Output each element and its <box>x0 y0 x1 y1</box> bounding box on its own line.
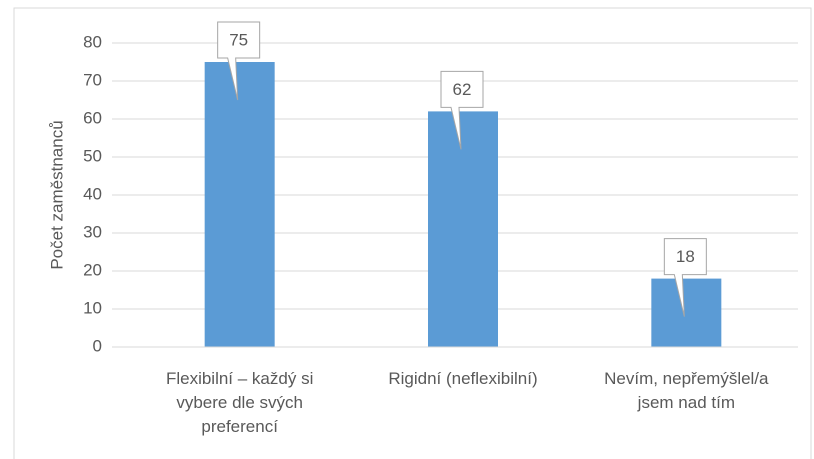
bar <box>204 62 275 347</box>
y-tick-label: 10 <box>83 298 102 317</box>
data-label-callout <box>217 21 261 101</box>
y-axis-label: Počet zaměstnanců <box>47 120 66 269</box>
y-tick-label: 80 <box>83 32 102 51</box>
y-tick-label: 60 <box>83 108 102 127</box>
x-tick-label: Rigidní (neflexibilní) <box>388 369 538 388</box>
data-label-callout <box>663 238 707 317</box>
bar <box>651 278 722 347</box>
y-tick-label: 20 <box>83 260 102 279</box>
y-tick-label: 50 <box>83 146 102 165</box>
data-label-callout <box>440 70 484 150</box>
y-tick-label: 0 <box>93 336 102 355</box>
y-tick-label: 30 <box>83 222 102 241</box>
x-tick-label: Nevím, nepřemýšlel/a jsem nad tím <box>604 369 769 412</box>
data-label: 18 <box>676 247 695 266</box>
data-label: 62 <box>453 80 472 99</box>
y-tick-label: 70 <box>83 70 102 89</box>
bar <box>428 111 498 348</box>
data-label: 75 <box>229 30 248 49</box>
y-tick-label: 40 <box>83 184 102 203</box>
x-tick-label: Flexibilní – každý si vybere dle svých p… <box>165 369 314 436</box>
chart-border <box>13 7 812 459</box>
